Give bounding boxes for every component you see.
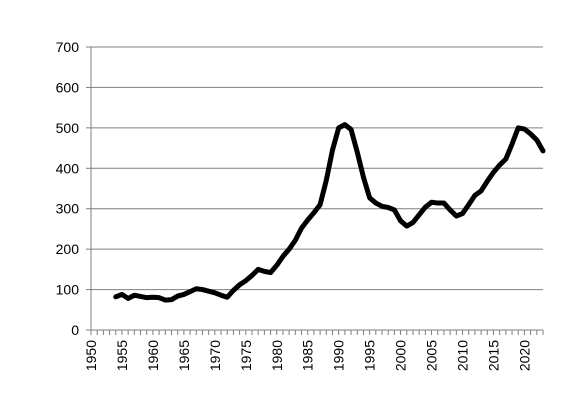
- y-tick-label-300: 300: [56, 201, 80, 217]
- x-tick-label-1990: 1990: [331, 340, 347, 371]
- x-tick-label-1965: 1965: [176, 340, 192, 371]
- x-tick-label-2010: 2010: [455, 340, 471, 371]
- x-tick-label-1995: 1995: [362, 340, 378, 371]
- x-tick-label-1985: 1985: [300, 340, 316, 371]
- y-tick-label-200: 200: [56, 241, 80, 257]
- y-tick-label-0: 0: [71, 322, 79, 338]
- x-tick-labels: 1950 1955 1960 1965 1970 1975 1980 1985 1990 1995…: [83, 340, 532, 371]
- y-tick-label-400: 400: [56, 160, 80, 176]
- gridlines: [86, 46, 544, 335]
- y-tick-label-500: 500: [56, 120, 80, 136]
- x-tick-label-1960: 1960: [145, 340, 161, 371]
- x-tick-label-2000: 2000: [393, 340, 409, 371]
- x-tick-label-1955: 1955: [114, 340, 130, 371]
- axes: [90, 47, 543, 331]
- x-tick-label-1980: 1980: [269, 340, 285, 371]
- x-tick-label-2005: 2005: [424, 340, 440, 371]
- y-tick-label-100: 100: [56, 282, 80, 298]
- series-group: [113, 122, 546, 303]
- series-line-0: [113, 122, 546, 303]
- x-tick-label-2015: 2015: [485, 340, 501, 371]
- x-tick-label-1950: 1950: [83, 340, 99, 371]
- x-tick-label-1970: 1970: [207, 340, 223, 371]
- y-tick-label-700: 700: [56, 39, 80, 55]
- y-tick-labels: 0 100 200 300 400 500 600 700: [56, 39, 80, 338]
- x-tick-label-2020: 2020: [516, 340, 532, 371]
- y-tick-label-600: 600: [56, 79, 80, 95]
- x-tick-label-1975: 1975: [238, 340, 254, 371]
